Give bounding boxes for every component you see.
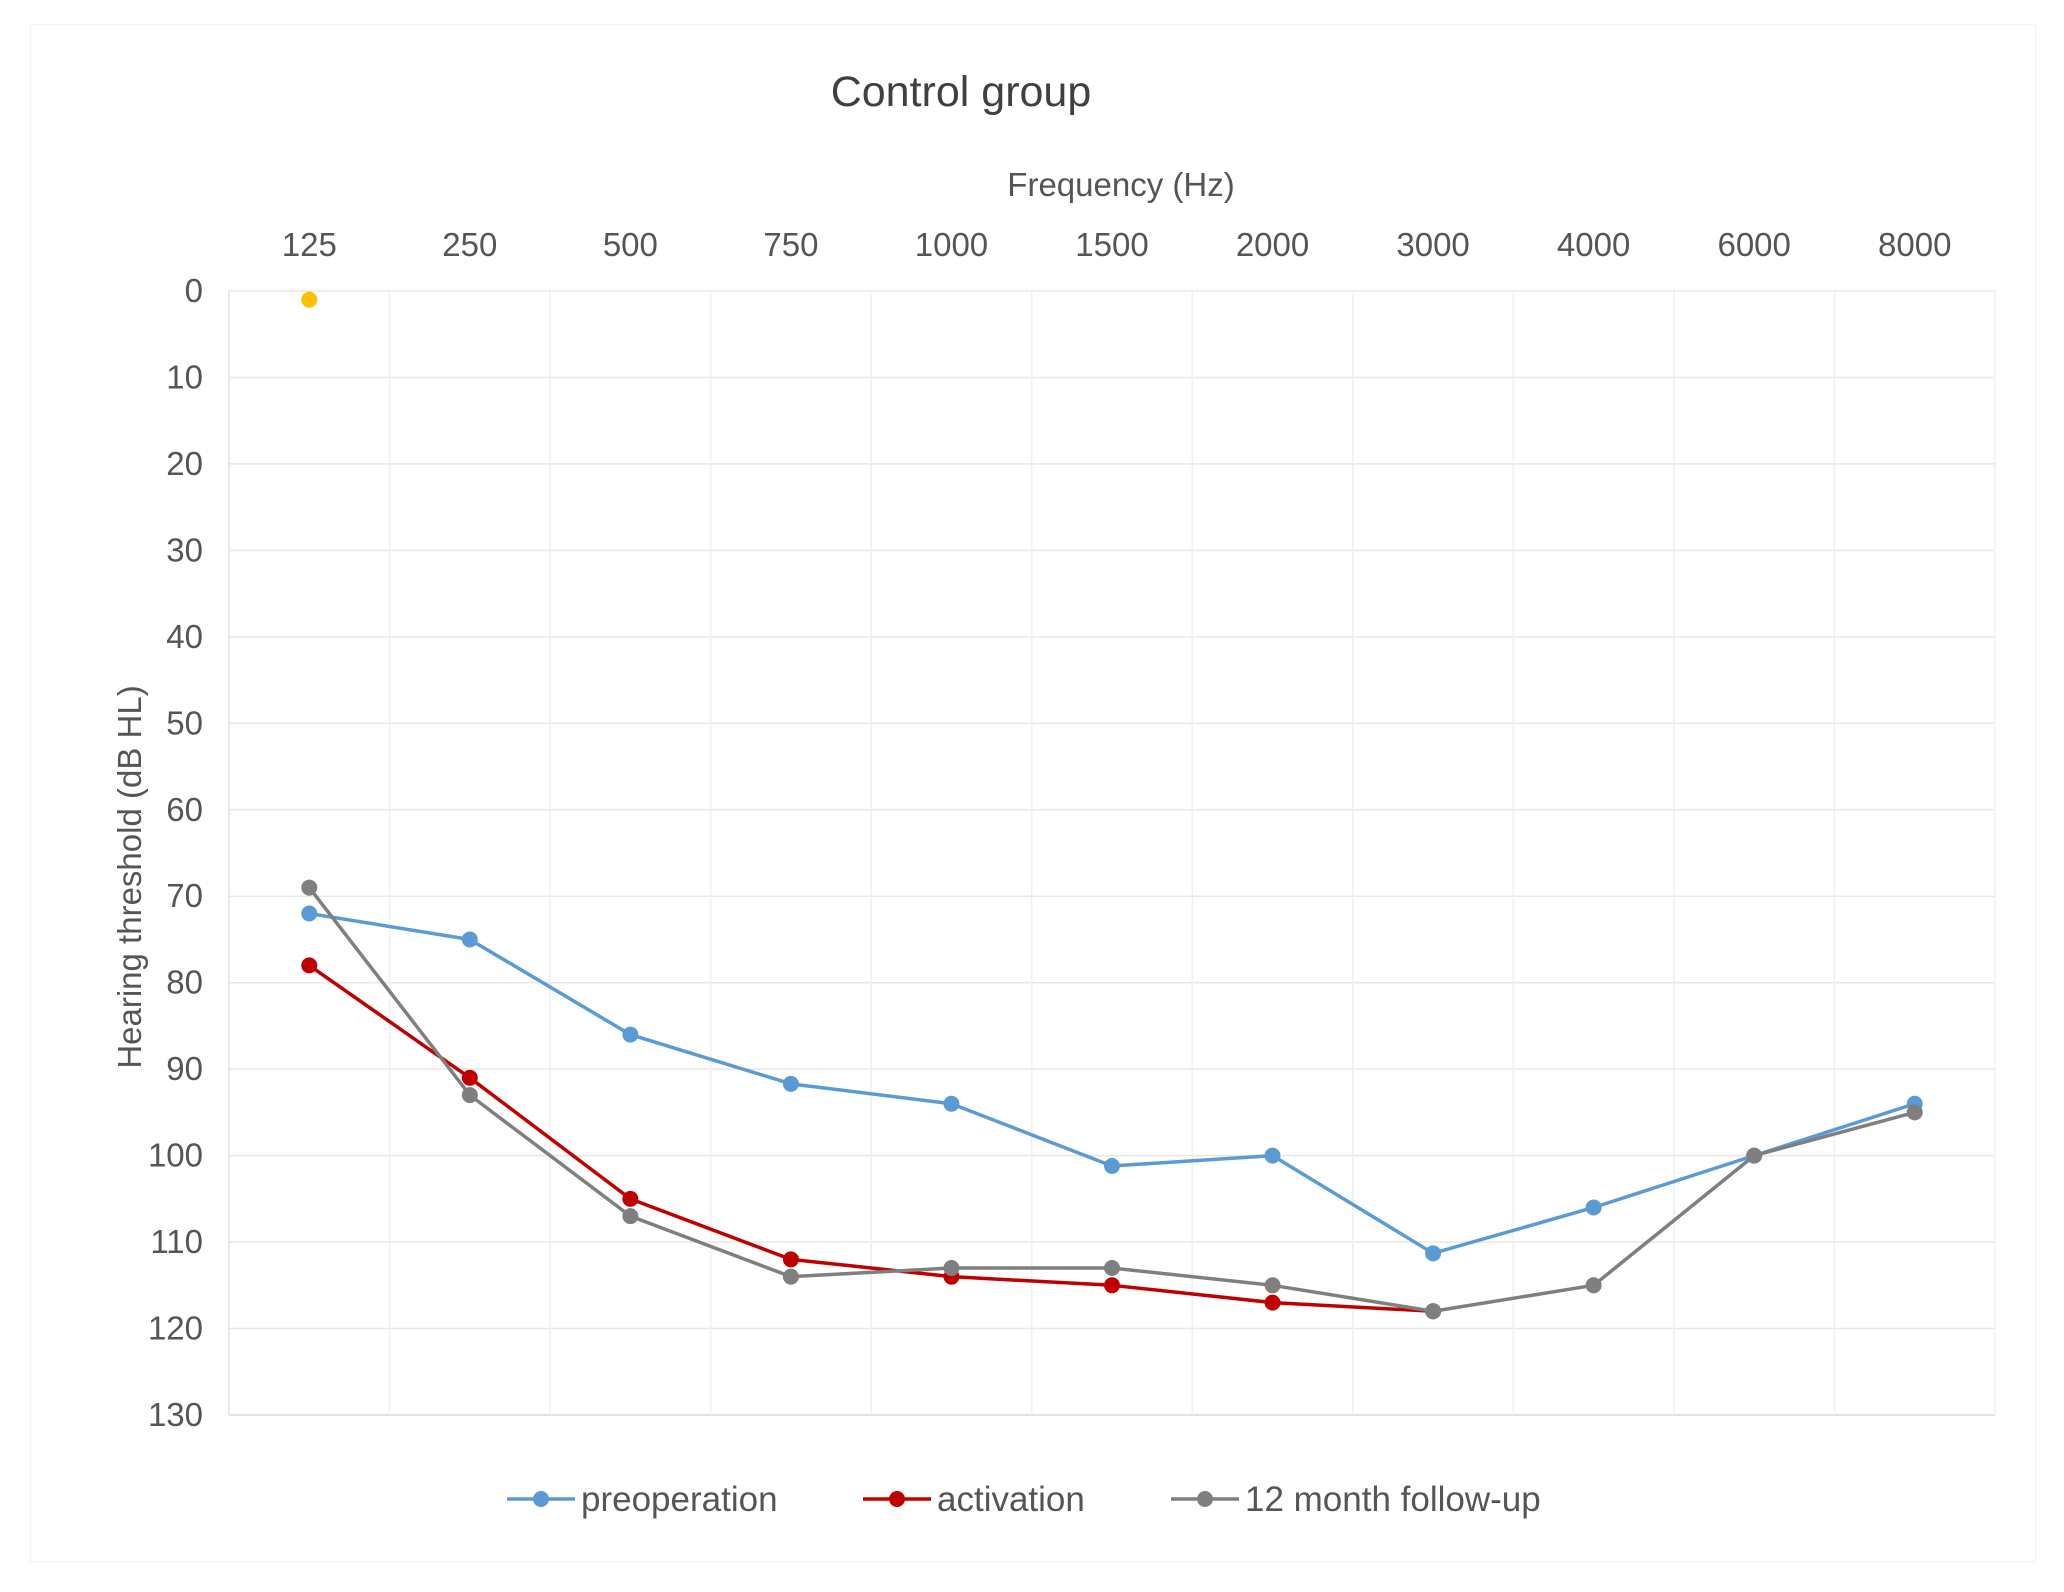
x-tick-label: 1500 — [1075, 226, 1148, 263]
series-preoperation — [301, 905, 1923, 1262]
data-point — [1425, 1245, 1442, 1262]
chart-title: Control group — [831, 68, 1092, 116]
y-tick-label: 60 — [166, 791, 203, 828]
y-tick-label: 40 — [166, 618, 203, 655]
data-point — [1104, 1157, 1120, 1174]
gridlines — [228, 290, 1996, 1416]
data-point — [1264, 1147, 1281, 1164]
series-line-activation — [308, 963, 1434, 1313]
data-point — [301, 957, 318, 974]
data-point — [943, 1095, 960, 1112]
y-tick-label: 30 — [166, 531, 203, 568]
legend-item-activation: activation — [863, 1480, 1085, 1519]
y-tick-label: 70 — [166, 877, 203, 914]
series-12-month-follow-up — [301, 879, 1923, 1320]
data-point — [1585, 1277, 1602, 1294]
chart-card: Control group Frequency (Hz) Hearing thr… — [30, 24, 2036, 1562]
x-tick-label: 500 — [603, 226, 658, 263]
x-tick-label: 6000 — [1717, 226, 1790, 263]
y-tick-label: 10 — [166, 358, 203, 395]
x-tick-label: 8000 — [1878, 226, 1951, 263]
data-point — [301, 905, 318, 922]
data-point — [782, 1268, 799, 1285]
legend-marker — [1197, 1491, 1213, 1507]
x-tick-labels: 125 250 500 750 1000 1500 2000 3000 4000 6000 8000 — [282, 226, 1952, 263]
data-point — [461, 1069, 478, 1086]
data-point — [622, 1026, 639, 1043]
x-tick-label: 750 — [763, 226, 818, 263]
data-point — [1264, 1294, 1281, 1311]
x-tick-label: 1000 — [915, 226, 988, 263]
y-tick-label: 20 — [166, 445, 203, 482]
data-point — [782, 1251, 799, 1268]
x-tick-label: 2000 — [1236, 226, 1309, 263]
data-point — [1585, 1199, 1602, 1216]
y-axis-title: Hearing threshold (dB HL) — [111, 685, 148, 1068]
y-tick-label: 110 — [150, 1223, 203, 1260]
data-point — [943, 1260, 960, 1277]
legend-label: preoperation — [581, 1480, 778, 1519]
x-tick-label: 3000 — [1396, 226, 1469, 263]
y-tick-label: 50 — [166, 704, 203, 741]
data-point — [301, 879, 318, 896]
data-point — [782, 1075, 799, 1092]
data-point — [1906, 1104, 1923, 1121]
data-point — [1746, 1147, 1763, 1164]
legend-item-12-month-follow-up: 12 month follow-up — [1171, 1480, 1541, 1519]
y-tick-labels: 0 10 20 30 40 50 60 70 80 90 100 110 120 130 — [148, 272, 203, 1433]
x-tick-label: 250 — [442, 226, 497, 263]
line-chart: Control group Frequency (Hz) Hearing thr… — [111, 68, 1996, 1519]
data-point — [1104, 1277, 1120, 1294]
data-point — [622, 1208, 639, 1225]
data-point — [461, 1087, 478, 1104]
extra-data-point — [301, 291, 318, 308]
legend-marker — [889, 1491, 905, 1507]
data-point — [1104, 1260, 1120, 1277]
y-tick-label: 80 — [166, 964, 203, 1001]
legend-label: 12 month follow-up — [1245, 1480, 1541, 1519]
x-axis-title: Frequency (Hz) — [1007, 166, 1234, 203]
series-lines — [301, 291, 1923, 1320]
y-tick-label: 0 — [185, 272, 203, 309]
legend-item-preoperation: preoperation — [507, 1480, 778, 1519]
legend-marker — [533, 1491, 549, 1507]
legend-label: activation — [937, 1480, 1085, 1519]
data-point — [461, 931, 478, 948]
y-tick-label: 100 — [148, 1137, 203, 1174]
x-tick-label: 125 — [282, 226, 337, 263]
y-tick-label: 120 — [148, 1310, 203, 1347]
y-tick-label: 90 — [166, 1050, 203, 1087]
data-point — [622, 1190, 639, 1207]
y-tick-label: 130 — [148, 1396, 203, 1433]
x-tick-label: 4000 — [1557, 226, 1630, 263]
legend: preoperation activation 12 month follow-up — [507, 1480, 1541, 1519]
data-point — [1264, 1277, 1281, 1294]
data-point — [1425, 1303, 1442, 1320]
